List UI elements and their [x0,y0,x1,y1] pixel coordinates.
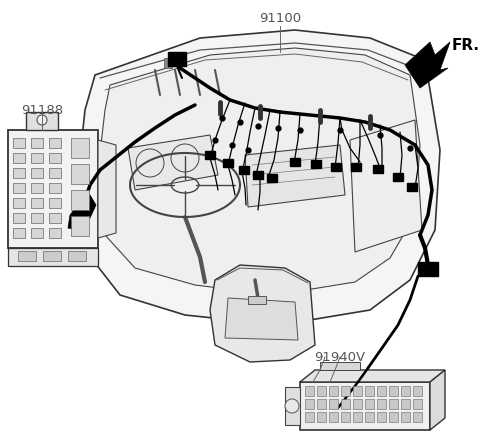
Bar [305,386,314,396]
Circle shape [285,399,299,413]
Polygon shape [285,387,300,425]
Polygon shape [245,145,345,207]
Bar [329,386,338,396]
Bar [31,198,43,208]
Polygon shape [98,140,116,238]
Polygon shape [78,30,440,325]
Polygon shape [128,135,218,190]
Bar [239,166,249,174]
Bar [290,158,300,166]
Bar [353,412,362,422]
Bar [31,138,43,148]
Bar [18,251,36,261]
Bar [317,386,326,396]
Polygon shape [98,48,420,295]
Bar [413,412,422,422]
Bar [13,153,25,163]
Bar [31,168,43,178]
Bar [353,386,362,396]
Bar [13,228,25,238]
Bar [71,138,89,158]
Bar [353,399,362,409]
Polygon shape [430,370,445,430]
Polygon shape [350,120,422,252]
Bar [31,213,43,223]
Bar [329,412,338,422]
Bar [49,228,61,238]
Bar [407,183,417,191]
Bar [13,213,25,223]
Bar [401,412,410,422]
Bar [49,138,61,148]
Bar [305,399,314,409]
Bar [389,386,398,396]
Bar [377,399,386,409]
Bar [13,168,25,178]
Polygon shape [8,130,98,248]
Bar [267,174,277,182]
Bar [13,198,25,208]
Bar [393,173,403,181]
Bar [413,399,422,409]
Polygon shape [405,42,450,88]
Bar [31,228,43,238]
Bar [311,160,321,168]
Bar [365,412,374,422]
Polygon shape [8,248,98,266]
Bar [317,412,326,422]
Bar [331,163,341,171]
Bar [43,251,61,261]
Polygon shape [225,298,298,340]
Bar [253,171,263,179]
Polygon shape [300,382,430,430]
Polygon shape [210,265,315,362]
Text: 91940V: 91940V [314,350,366,364]
Bar [373,165,383,173]
Bar [168,52,186,66]
Bar [13,138,25,148]
Bar [329,399,338,409]
Bar [223,159,233,167]
Bar [71,164,89,184]
Bar [164,58,172,68]
Circle shape [37,115,47,125]
Bar [71,216,89,236]
Polygon shape [26,112,58,130]
Bar [389,412,398,422]
Polygon shape [68,195,96,230]
Bar [401,399,410,409]
Bar [248,296,266,304]
Bar [49,198,61,208]
Bar [351,163,361,171]
Text: 91188: 91188 [21,103,63,116]
Polygon shape [300,370,445,382]
Bar [49,213,61,223]
Bar [31,183,43,193]
Bar [49,168,61,178]
Bar [13,183,25,193]
Bar [341,399,350,409]
Bar [365,386,374,396]
Bar [377,412,386,422]
Bar [49,153,61,163]
Bar [365,399,374,409]
Polygon shape [320,362,360,370]
Bar [401,386,410,396]
Bar [31,153,43,163]
Bar [389,399,398,409]
Bar [49,183,61,193]
Bar [305,412,314,422]
Bar [341,412,350,422]
Bar [205,151,215,159]
Bar [341,386,350,396]
Bar [377,386,386,396]
Bar [413,386,422,396]
Bar [317,399,326,409]
Bar [71,190,89,210]
Text: FR.: FR. [452,37,480,52]
Bar [68,251,86,261]
Bar [418,262,438,276]
Text: 91100: 91100 [259,12,301,24]
